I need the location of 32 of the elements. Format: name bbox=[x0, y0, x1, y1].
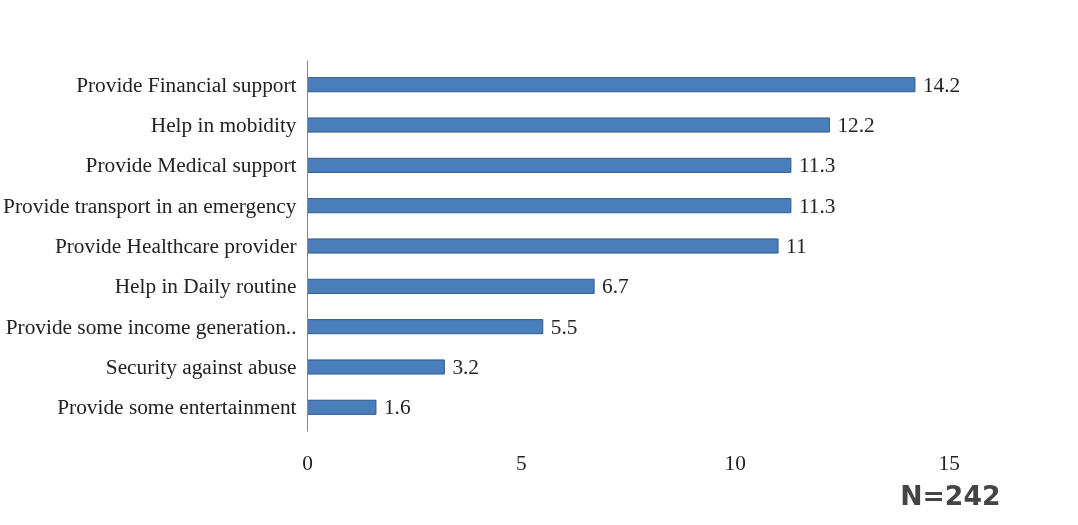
bar bbox=[307, 77, 916, 93]
bar bbox=[307, 157, 792, 173]
bar bbox=[307, 399, 377, 415]
data-label: 6.7 bbox=[602, 274, 630, 299]
y-tick-label: Provide Medical support bbox=[85, 153, 297, 178]
data-label: 3.2 bbox=[452, 354, 480, 379]
y-tick-label: Help in mobidity bbox=[150, 113, 297, 138]
bar bbox=[307, 238, 779, 254]
data-label: 14.2 bbox=[922, 72, 961, 97]
x-tick-label: 5 bbox=[516, 450, 527, 475]
data-label: 11 bbox=[786, 234, 807, 258]
x-tick-label: 10 bbox=[724, 450, 746, 475]
y-tick-label: Security against abuse bbox=[105, 354, 297, 379]
data-label: 5.5 bbox=[550, 314, 578, 339]
x-tick-label: 15 bbox=[938, 450, 960, 475]
bar bbox=[307, 278, 595, 294]
data-label: 1.6 bbox=[383, 395, 411, 420]
x-tick-label: 0 bbox=[302, 450, 313, 475]
data-label: 11.3 bbox=[798, 193, 836, 218]
bar bbox=[307, 359, 445, 375]
y-tick-label: Help in Daily routine bbox=[114, 274, 297, 299]
y-tick-label: Provide Healthcare provider bbox=[54, 234, 297, 258]
y-tick-label: Provide some income generation.. bbox=[5, 314, 297, 339]
text: N=242 bbox=[900, 479, 1001, 511]
data-label: 11.3 bbox=[798, 153, 836, 178]
bar bbox=[307, 117, 830, 133]
bar bbox=[307, 319, 544, 335]
bar bbox=[307, 198, 792, 214]
data-label: 12.2 bbox=[837, 113, 875, 138]
y-tick-label: Provide some entertainment bbox=[57, 395, 297, 420]
y-tick-label: Provide Financial support bbox=[76, 72, 297, 97]
y-tick-label: Provide transport in an emergency bbox=[3, 193, 297, 218]
